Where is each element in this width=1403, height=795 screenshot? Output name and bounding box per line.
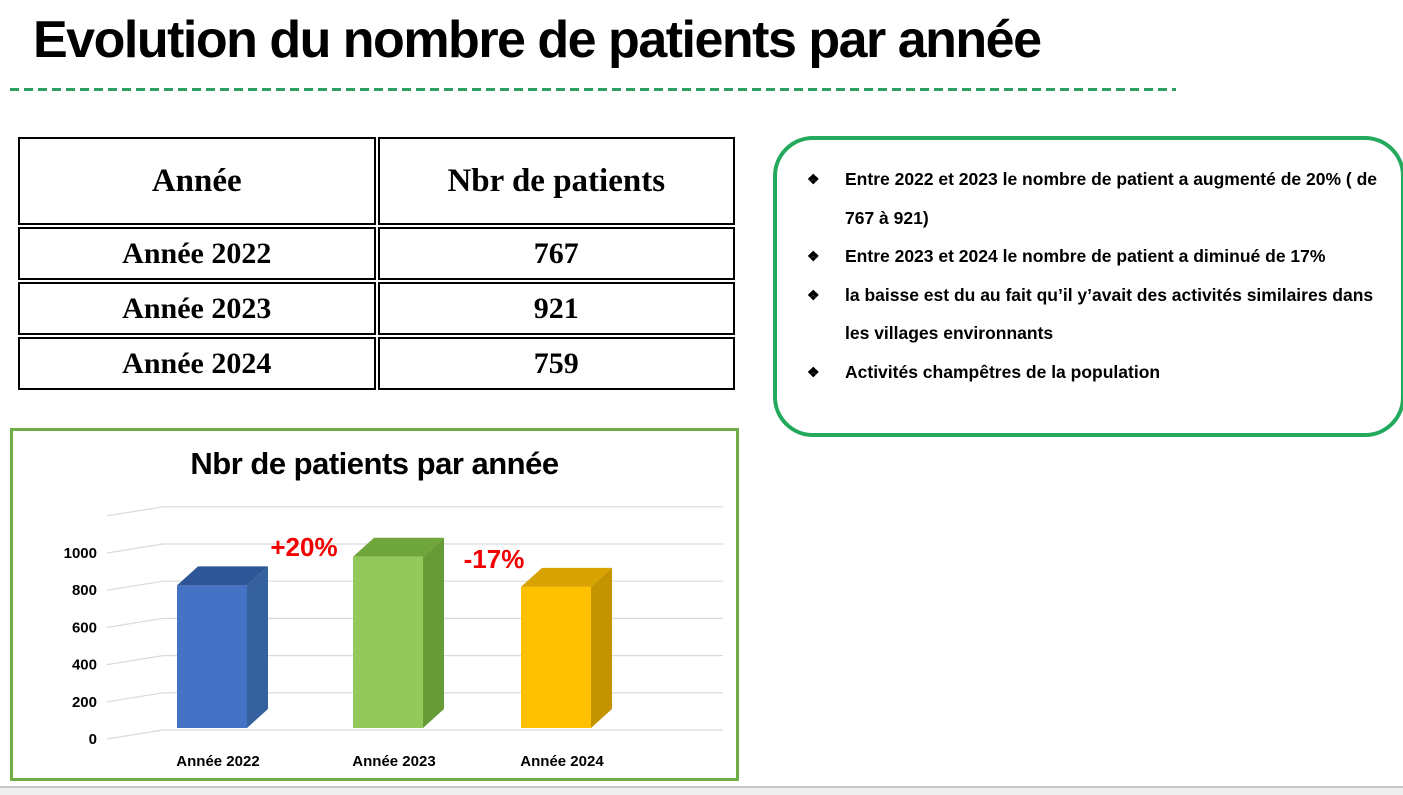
table-row: Année 2023 921 xyxy=(18,282,735,335)
note-item: ❖ Entre 2022 et 2023 le nombre de patient… xyxy=(805,160,1377,237)
y-tick-label: 400 xyxy=(72,657,97,674)
chart-svg: 0 200 400 600 800 1000 Année 2022 Année 2023 Ann… xyxy=(64,506,723,770)
table-cell: 921 xyxy=(377,282,735,335)
y-tick-label: 600 xyxy=(72,619,97,636)
diamond-bullet-icon: ❖ xyxy=(807,248,820,264)
grid-diagonal xyxy=(106,729,164,740)
note-text: Activités champêtres de la population xyxy=(845,361,1161,382)
note-text: la baisse est du au fait qu’il y’avait d… xyxy=(845,284,1374,344)
table-cell: 767 xyxy=(377,227,735,280)
diamond-bullet-icon: ❖ xyxy=(807,363,820,380)
table-cell: Année 2024 xyxy=(18,337,376,390)
grid-diagonal xyxy=(106,506,164,517)
chart-title: Nbr de patients par année xyxy=(190,446,559,481)
y-tick-label: 200 xyxy=(72,694,97,711)
note-text: Entre 2023 et 2024 le nombre de patient … xyxy=(845,246,1326,266)
patients-table-head: Année Nbr de patients xyxy=(18,137,735,225)
x-category-label: Année 2022 xyxy=(176,753,259,770)
grid-diagonal xyxy=(106,580,164,591)
table-row: Année 2022 767 xyxy=(18,227,735,280)
bar-front-face xyxy=(521,586,591,728)
note-text: Entre 2022 et 2023 le nombre de patient … xyxy=(845,169,1377,228)
note-item: ❖ la baisse est du au fait qu’il y’avait… xyxy=(805,276,1377,353)
bar-annee-2024 xyxy=(521,567,612,728)
chart-annotation: -17% xyxy=(464,544,525,574)
x-category-label: Année 2023 xyxy=(352,753,435,770)
grid-diagonal xyxy=(106,655,164,666)
y-tick-label: 800 xyxy=(72,582,97,599)
bar-side-face xyxy=(423,537,444,728)
bar-top-face xyxy=(521,567,612,587)
y-tick-label: 1000 xyxy=(64,545,97,562)
bar-top-face xyxy=(177,566,268,586)
bar-side-face xyxy=(247,566,268,728)
grid-diagonal xyxy=(106,617,164,628)
note-item: ❖ Activités champêtres de la population xyxy=(805,353,1377,392)
patients-table: Année Nbr de patients Année 2022 767 Année … xyxy=(16,135,737,392)
chart-annotation: +20% xyxy=(270,532,337,562)
bar-front-face xyxy=(353,556,423,728)
bar-annee-2023 xyxy=(353,537,444,728)
bar-front-face xyxy=(177,585,247,728)
table-header-cell-annee: Année xyxy=(18,137,376,225)
title-underline-dashed-rule xyxy=(10,88,1176,91)
diamond-bullet-icon: ❖ xyxy=(807,286,820,303)
table-cell: Année 2022 xyxy=(18,227,376,280)
footer-strip xyxy=(0,786,1403,795)
table-header-row: Année Nbr de patients xyxy=(18,137,735,225)
notes-box: ❖ Entre 2022 et 2023 le nombre de patient… xyxy=(773,136,1403,437)
slide-title: Evolution du nombre de patients par anné… xyxy=(33,11,1042,69)
table-cell: Année 2023 xyxy=(18,282,376,335)
table-header-cell-nbr-de-patients: Nbr de patients xyxy=(377,137,735,225)
grid-diagonal xyxy=(106,692,164,703)
bar-top-face xyxy=(353,537,444,557)
table-row: Année 2024 759 xyxy=(18,337,735,390)
table-cell: 759 xyxy=(377,337,735,390)
note-item: ❖ Entre 2023 et 2024 le nombre de patient… xyxy=(805,237,1377,276)
x-category-label: Année 2024 xyxy=(520,753,604,770)
diamond-bullet-icon: ❖ xyxy=(807,171,820,187)
bar-side-face xyxy=(591,567,612,728)
y-tick-label: 0 xyxy=(89,731,97,748)
bar-annee-2022 xyxy=(177,566,268,728)
patients-table-body: Année 2022 767 Année 2023 921 Année 2024 759 xyxy=(18,227,735,390)
chart-panel: Nbr de patients par année 0 200 400 600 800 1… xyxy=(10,428,739,781)
grid-diagonal xyxy=(106,543,164,554)
